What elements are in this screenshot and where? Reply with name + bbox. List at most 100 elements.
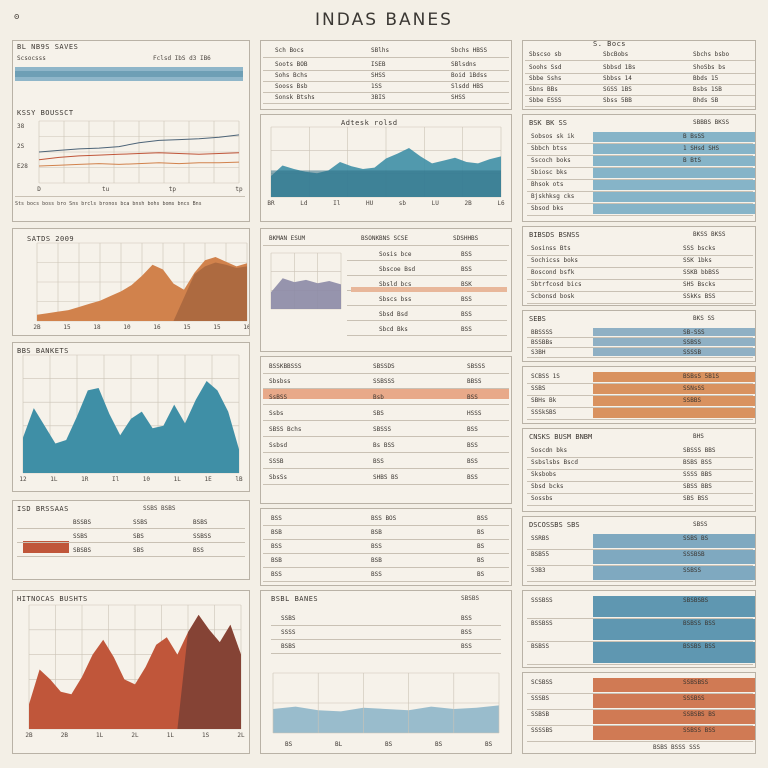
right-band-1-title: BSK BK SS: [529, 119, 567, 127]
table-cell: BSS: [467, 442, 478, 449]
right-band-6-value: SSBSBS BS: [683, 711, 716, 718]
table-cell: BSS: [373, 458, 384, 465]
right-band-6-value: SSBSBSS: [683, 679, 709, 686]
right-list-2-row: Sksbobs: [531, 471, 557, 478]
table-header: SBlhs: [371, 47, 390, 54]
right-band-5: SSSBSS SBSBSBS BSSBSS BSBSS BSS BSBSS BSSBS B…: [522, 590, 756, 668]
table-cell: SBlsdns: [451, 61, 477, 68]
table-cell: ShoSbs bs: [693, 64, 726, 71]
table-cell: BSS: [461, 615, 472, 622]
right-band-4-band: [593, 550, 755, 564]
right-band-1-row: Sbbch btss: [531, 145, 568, 152]
left-table-header2: SSBS BSBS: [143, 505, 176, 512]
table-cell: BSS: [467, 426, 478, 433]
center-area-title: Adtesk rolsd: [341, 119, 398, 127]
bottom-center-title: BSBL BANES: [271, 595, 319, 603]
panel-left-table: ISD BRSSAAS SSBS BSBS BSSBS SSBS BSBS SSBS S…: [12, 500, 250, 580]
right-list-2-rule: [527, 493, 753, 494]
table-cell: BS: [477, 557, 485, 564]
table-cell: Sbbsd 1Bs: [603, 64, 636, 71]
right-band-5-value: BSBSS BSS: [683, 620, 716, 627]
table-cell: BSS: [461, 251, 472, 258]
axis-tick: BL: [335, 741, 343, 748]
red-chart-title: HITNOCAS BUSHTS: [17, 595, 88, 603]
right-band-1-rule: [527, 155, 753, 156]
table-rule: [271, 639, 501, 640]
right-list-1-rule: [527, 279, 753, 280]
table-cell: BBSS: [467, 378, 482, 385]
table-cell: BS: [477, 543, 485, 550]
table-header: SDSHHBS: [453, 235, 479, 242]
right-list-2-value: SBSS BBS: [683, 483, 712, 490]
right-band-1-row: Bhsok ots: [531, 181, 564, 188]
table-cell: BSS: [467, 458, 478, 465]
right-band-3-band: [593, 408, 755, 418]
right-band-1-band: [593, 168, 755, 178]
right-band-2-value: SSSSB: [683, 349, 702, 356]
right-band-4-title: DSCOSSBS SBS: [529, 521, 580, 529]
table-cell: SSBSS: [193, 533, 212, 540]
right-band-3-rule: [527, 419, 753, 420]
table-cell: Sbbss 14: [603, 75, 632, 82]
right-list-1-row: Sochicss boks: [531, 257, 578, 264]
right-band-3-band: [593, 384, 755, 394]
table-rule: [263, 452, 509, 453]
right-band-2-band: [593, 348, 755, 356]
right-band-6-row: SSBSB: [531, 711, 550, 718]
panel-center-area: Adtesk rolsd BR Ld Il HU sb LU 2B L6: [260, 114, 512, 222]
panel-top-left-right: Fclsd IbS d3 IB6: [153, 55, 211, 62]
table-cell: BSK: [461, 281, 472, 288]
red-chart-tick: 1L: [96, 732, 104, 739]
right-band-3-rule: [527, 383, 753, 384]
page-title: INDAS BANES: [315, 10, 453, 30]
line-chart-tick: tu: [102, 186, 110, 193]
right-list-1-value: SSKB bbBSS: [683, 269, 720, 276]
right-band-1-rule: [527, 167, 753, 168]
table-cell: SSBS: [133, 519, 148, 526]
red-chart-tick: 2B: [25, 732, 33, 739]
right-band-6-rule: [527, 725, 753, 726]
axis-tick: BS: [385, 741, 393, 748]
right-list-2-rule: [527, 457, 753, 458]
right-band-3-rule: [527, 395, 753, 396]
table-cell: Sbbe ESSS: [529, 97, 562, 104]
right-list-2-value: BSBS BSS: [683, 459, 712, 466]
line-chart-tick: tp: [235, 186, 243, 193]
table-cell: SHSS: [371, 72, 386, 79]
right-band-1-rule: [527, 191, 753, 192]
divider: [15, 196, 245, 197]
header-strip-inner: [15, 71, 243, 77]
table-cell: Sonsk Btshs: [275, 94, 315, 101]
right-band-6-rule: [527, 741, 753, 742]
table-cell: Sohs Bchs: [275, 72, 308, 79]
right-list-1-value: SHS Bscks: [683, 281, 716, 288]
table-cell: SBS: [133, 533, 144, 540]
table-header: BSS BOS: [371, 515, 397, 522]
table-cell: BSS: [461, 643, 472, 650]
orange-highlight: [263, 389, 509, 399]
corner-mark: ʘ: [14, 12, 20, 22]
table-cell: Sooss Bsb: [275, 83, 308, 90]
table-rule: [263, 57, 509, 58]
table-cell: Sosis bce: [379, 251, 412, 258]
table-cell: SBSS Bchs: [269, 426, 302, 433]
table-cell: Sbscoe Bsd: [379, 266, 416, 273]
center-area-tick: BR: [267, 200, 275, 207]
right-band-2-title: SEBS: [529, 315, 546, 323]
table-cell: SBS: [373, 410, 384, 417]
table-cell: SsBSS: [269, 394, 288, 401]
right-band-2: SEBS BKS SS BBSSSS SB-SSS BSSBBs SSBSS S3BH SSS…: [522, 310, 756, 362]
right-band-6-band: [593, 710, 755, 724]
right-band-4-value: SSBSS: [683, 567, 702, 574]
table-header: Sbchs HBSS: [451, 47, 488, 54]
teal-area: [23, 381, 239, 473]
panel-center-table-2: BSSKBBSSS SBSSDS SBSSS Sbsbss SSBSSS BBSS SsBS…: [260, 356, 512, 504]
table-cell: SSBS: [73, 533, 88, 540]
right-band-2-band: [593, 328, 755, 336]
right-band-3-band: [593, 372, 755, 382]
right-band-1-band: [593, 192, 755, 202]
right-band-6-footer: BSBS BSSS SSS: [653, 744, 700, 751]
right-list-1: BIBSDS BSNSS BKSS BKSS Sosinss Bts SSS bsck…: [522, 226, 756, 306]
right-band-4-rule: [527, 581, 753, 582]
